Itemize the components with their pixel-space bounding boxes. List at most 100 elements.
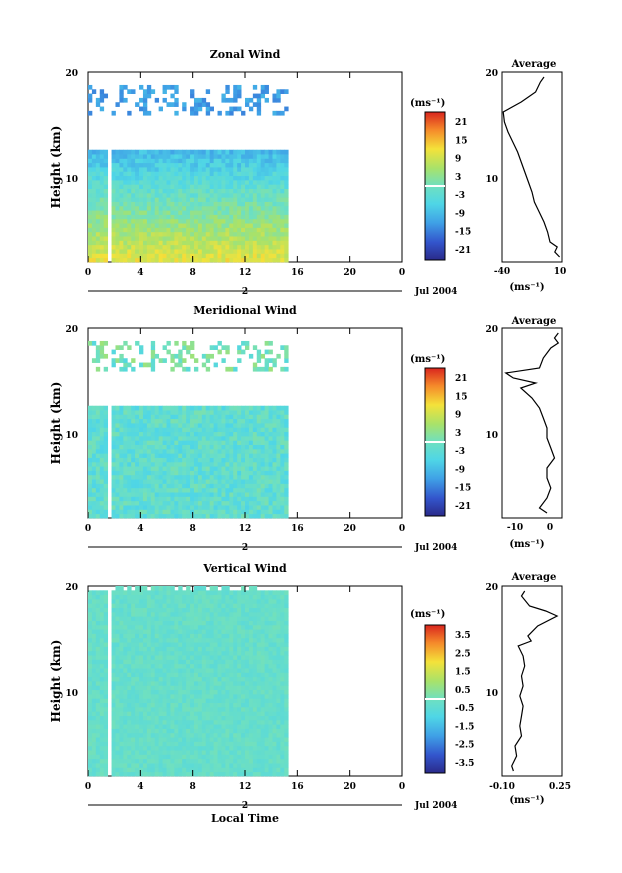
- heatmap-cell: [178, 715, 183, 721]
- heatmap-cell: [237, 724, 242, 729]
- heatmap-cell: [237, 745, 242, 751]
- heatmap-cell: [170, 633, 175, 639]
- heatmap-cell: [178, 745, 183, 751]
- heatmap-cell: [209, 724, 214, 729]
- heatmap-cell: [150, 205, 156, 211]
- heatmap-cell: [233, 633, 238, 639]
- heatmap-cell: [88, 646, 93, 652]
- heatmap-cell: [237, 171, 242, 177]
- heatmap-cell: [88, 236, 93, 241]
- heatmap-cell: [241, 655, 246, 660]
- date-label: Jul 2004: [414, 287, 457, 297]
- heatmap-cell: [225, 728, 230, 734]
- heatmap-cell: [127, 611, 132, 617]
- heatmap-cell: [158, 410, 163, 415]
- heatmap-cell: [256, 358, 262, 363]
- heatmap-cell: [237, 728, 242, 734]
- heatmap-cell: [268, 659, 273, 665]
- heatmap-cell: [225, 171, 230, 177]
- heatmap-cell: [280, 154, 285, 159]
- heatmap-cell: [229, 711, 234, 716]
- heatmap-cell: [186, 201, 191, 207]
- heatmap-cell: [142, 184, 148, 189]
- heatmap-cell: [142, 102, 148, 107]
- heatmap-cell: [88, 231, 93, 237]
- heatmap-cell: [91, 158, 97, 164]
- heatmap-cell: [123, 149, 128, 155]
- heatmap-cell: [268, 358, 273, 363]
- heatmap-cell: [88, 340, 93, 346]
- heatmap-cell: [182, 513, 187, 519]
- colorbar-tick-label: 3: [455, 173, 461, 183]
- heatmap-field: [88, 84, 289, 263]
- heatmap-cell: [245, 483, 250, 489]
- heatmap-cell: [186, 257, 191, 263]
- heatmap-cell: [95, 741, 101, 747]
- heatmap-cell: [142, 767, 148, 773]
- heatmap-cell: [95, 509, 101, 515]
- heatmap-cell: [158, 620, 163, 626]
- heatmap-cell: [225, 646, 230, 652]
- heatmap-cell: [162, 97, 167, 103]
- heatmap-cell: [170, 470, 175, 476]
- heatmap-cell: [213, 737, 218, 742]
- heatmap-cell: [95, 414, 101, 420]
- heatmap-cell: [284, 106, 289, 112]
- heatmap-cell: [95, 102, 101, 107]
- heatmap-cell: [260, 663, 266, 669]
- heatmap-cell: [131, 249, 136, 254]
- heatmap-cell: [95, 405, 101, 411]
- heatmap-cell: [241, 201, 246, 207]
- heatmap-cell: [103, 236, 109, 241]
- heatmap-cell: [162, 637, 167, 643]
- heatmap-cell: [182, 711, 187, 716]
- heatmap-cell: [139, 231, 144, 237]
- heatmap-cell: [162, 763, 167, 768]
- heatmap-cell: [229, 175, 234, 181]
- heatmap-cell: [248, 236, 254, 241]
- heatmap-cell: [162, 448, 167, 454]
- heatmap-cell: [146, 487, 152, 493]
- heatmap-cell: [276, 737, 281, 742]
- heatmap-cell: [256, 685, 262, 691]
- heatmap-cell: [146, 167, 152, 172]
- heatmap-cell: [217, 728, 222, 734]
- heatmap-cell: [221, 162, 226, 168]
- heatmap-cell: [209, 487, 214, 493]
- heatmap-cell: [201, 655, 207, 660]
- heatmap-cell: [280, 231, 285, 237]
- heatmap-cell: [127, 732, 132, 738]
- heatmap-cell: [280, 457, 285, 463]
- heatmap-cell: [186, 345, 191, 350]
- heatmap-cell: [186, 154, 191, 159]
- heatmap-cell: [186, 629, 191, 634]
- heatmap-cell: [221, 750, 226, 755]
- heatmap-cell: [150, 218, 156, 224]
- heatmap-cell: [245, 663, 250, 669]
- heatmap-cell: [111, 201, 116, 207]
- heatmap-cell: [197, 483, 203, 489]
- heatmap-cell: [170, 732, 175, 738]
- heatmap-cell: [229, 231, 234, 237]
- heatmap-cell: [256, 646, 262, 652]
- heatmap-cell: [213, 711, 218, 716]
- heatmap-cell: [193, 427, 199, 433]
- heatmap-cell: [260, 414, 266, 420]
- avg-x-tick-right: 0: [547, 523, 553, 533]
- heatmap-cell: [272, 440, 277, 445]
- heatmap-cell: [256, 642, 262, 647]
- heatmap-cell: [248, 672, 254, 678]
- heatmap-cell: [284, 197, 289, 202]
- heatmap-cell: [154, 509, 160, 515]
- heatmap-cell: [241, 405, 246, 411]
- heatmap-cell: [158, 453, 163, 458]
- heatmap-cell: [276, 89, 281, 94]
- heatmap-cell: [205, 184, 211, 189]
- heatmap-cell: [209, 405, 214, 411]
- heatmap-cell: [174, 362, 179, 368]
- heatmap-cell: [256, 633, 262, 639]
- heatmap-cell: [103, 492, 109, 497]
- heatmap-cell: [103, 149, 109, 155]
- heatmap-cell: [209, 500, 214, 506]
- heatmap-cell: [182, 461, 187, 467]
